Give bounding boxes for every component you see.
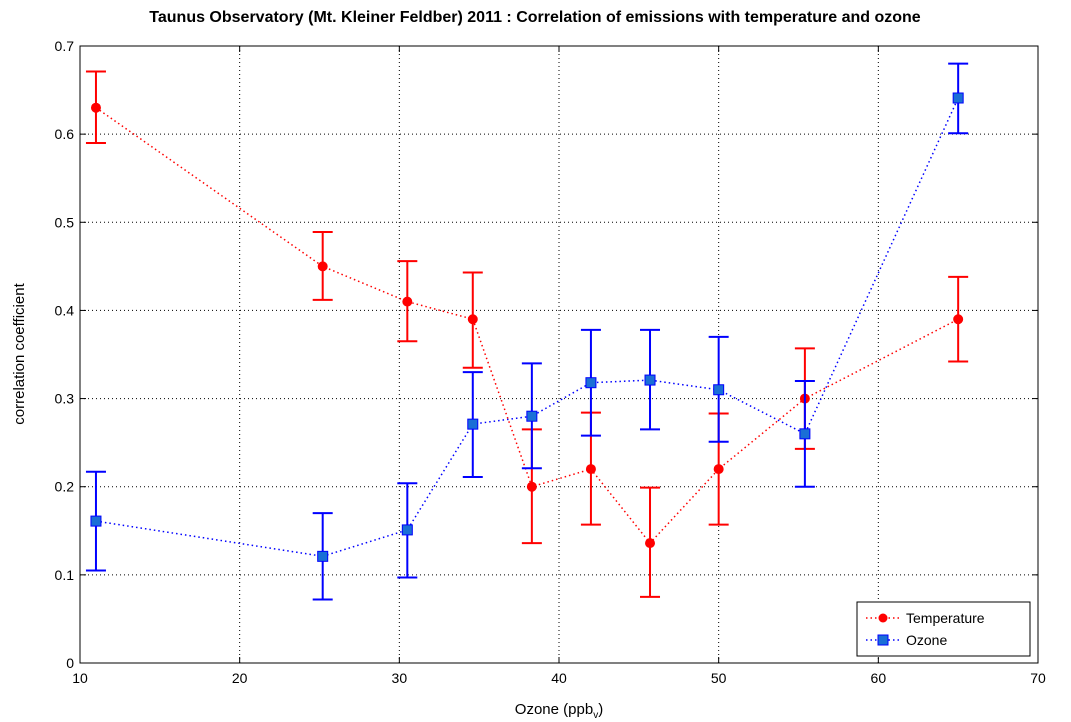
temperature-point [526,481,537,492]
x-axis-label-main: Ozone (ppb [515,701,593,718]
legend-box [856,601,1031,657]
temperature-point [90,102,101,113]
y-tick-label: 0.2 [55,479,75,495]
ozone-point [952,92,964,104]
y-tick-label: 0.1 [55,567,75,583]
temperature-line [95,107,959,545]
x-tick-label: 30 [392,670,408,686]
x-axis-label-subscript: v [593,710,598,721]
plot-frame [79,45,1039,664]
series-layer [85,62,969,601]
temperature-point [713,464,724,475]
x-axis-label-close: ) [598,701,603,718]
ozone-point [467,418,479,430]
ozone-point [317,550,329,562]
ozone-point [526,410,538,422]
y-tick-label: 0.5 [55,214,75,230]
legend-label-ozone: Ozone [906,632,947,648]
x-tick-label: 10 [72,670,88,686]
legend-marker-temperature [878,613,888,623]
temperature-point [402,296,413,307]
y-tick-label: 0.4 [55,302,75,318]
axis-ticks: 10 20 30 40 50 60 70 0 0.1 0.2 0.3 0.4 0.5 0.6 0.7 [55,38,1046,686]
x-tick-label: 70 [1030,670,1046,686]
legend: Temperature Ozone [856,601,1031,657]
x-tick-label: 60 [871,670,887,686]
y-tick-label: 0.7 [55,38,75,54]
y-tick-label: 0.3 [55,391,75,407]
ozone-point [585,377,597,389]
temperature-point [585,464,596,475]
ozone-point [799,428,811,440]
y-tick-label: 0.6 [55,126,75,142]
y-tick-label: 0 [66,655,74,671]
series-ozone [85,62,969,601]
legend-item-ozone: Ozone [866,632,947,648]
x-tick-label: 50 [711,670,727,686]
legend-marker-ozone [877,634,889,646]
x-tick-label: 20 [232,670,248,686]
x-axis-label: Ozone (ppbv) [515,701,603,721]
legend-item-temperature: Temperature [866,610,985,626]
x-tick-label: 40 [551,670,567,686]
ozone-point [713,384,725,396]
ozone-point [401,524,413,536]
chart-title: Taunus Observatory (Mt. Kleiner Feldber)… [149,9,921,26]
temperature-point [467,314,478,325]
temperature-point [953,314,964,325]
ozone-point [90,515,102,527]
temperature-point [645,538,656,549]
y-axis-label: correlation coefficient [11,282,28,424]
temperature-point [317,261,328,272]
ozone-point [644,374,656,386]
ozone-line [95,97,959,558]
legend-label-temperature: Temperature [906,610,985,626]
